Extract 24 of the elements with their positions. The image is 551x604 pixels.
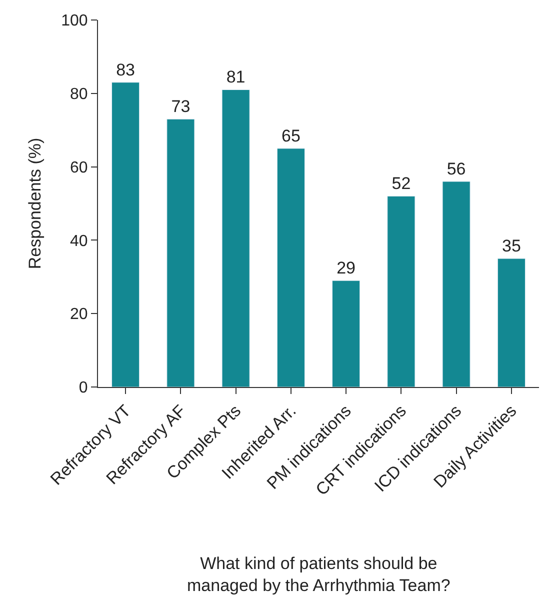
data-label: 83: [116, 60, 136, 80]
y-tick-label: 100: [61, 12, 88, 30]
bar: [332, 280, 360, 387]
bar: [497, 258, 526, 387]
data-label: 56: [446, 159, 466, 178]
bar: [222, 89, 250, 387]
y-tick-label: 20: [70, 306, 88, 324]
bar: [276, 148, 305, 387]
y-tick-label: 0: [78, 380, 88, 397]
bar: [112, 82, 140, 387]
y-axis-title: Respondents (%): [26, 138, 45, 270]
bar: [387, 196, 416, 387]
y-tick-label: 40: [70, 232, 88, 250]
data-label: 73: [171, 97, 190, 116]
data-label: 65: [281, 126, 300, 146]
x-axis-title: What kind of patients should be managed by the Arrhythmia Team?: [187, 554, 450, 596]
y-tick-label: 60: [70, 159, 88, 176]
data-label: 29: [336, 258, 356, 278]
data-label: 35: [502, 236, 521, 256]
bar: [166, 118, 195, 387]
data-label: 52: [392, 174, 411, 194]
y-tick-label: 80: [70, 86, 88, 103]
data-label: 81: [226, 68, 246, 87]
bar: [442, 181, 470, 387]
